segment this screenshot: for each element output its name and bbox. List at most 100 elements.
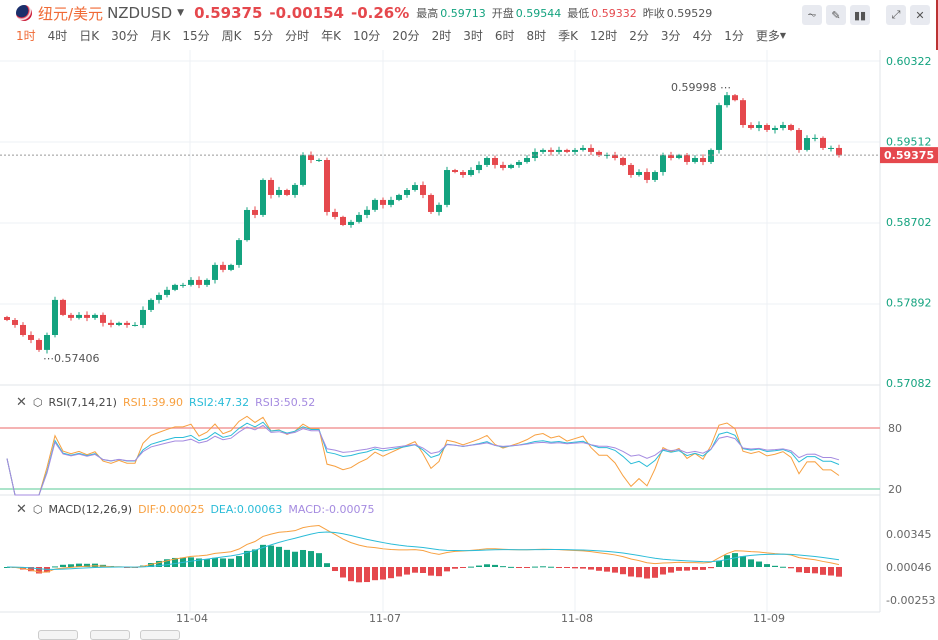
candle-body	[108, 322, 114, 325]
macd-bar	[204, 559, 210, 567]
open-value: 0.59544	[515, 6, 562, 20]
rsi-line	[6, 421, 840, 496]
candle-body	[588, 147, 594, 152]
candle-body	[60, 299, 66, 315]
close-macd-icon[interactable]: ✕	[16, 502, 27, 517]
candle-body	[772, 127, 778, 130]
period-tab[interactable]: 15分	[182, 29, 210, 43]
candle-body	[4, 317, 10, 320]
period-tab[interactable]: 日K	[79, 29, 100, 43]
candle-body	[244, 209, 250, 241]
instrument-symbol[interactable]: NZDUSD	[107, 4, 173, 22]
pen-icon[interactable]: ✎	[826, 5, 846, 25]
macd-bar	[724, 555, 730, 567]
bottom-button[interactable]	[38, 630, 78, 640]
period-tab[interactable]: 1时	[16, 29, 36, 43]
macd-bar	[820, 567, 826, 575]
candle-body	[612, 155, 618, 158]
candle-body	[300, 155, 306, 185]
period-tab[interactable]: 4分	[692, 29, 713, 43]
candle-body	[180, 284, 186, 286]
period-tabs: 1时 4时 日K 30分 月K 15分 周K 5分 分时 年K 10分 20分 2时 3时 6时 8时 季K 12…	[16, 27, 786, 44]
chevron-down-icon[interactable]: ▼	[779, 31, 787, 40]
period-tab[interactable]: 更多	[755, 29, 780, 43]
period-tab[interactable]: 年K	[321, 29, 341, 43]
candle-body	[372, 199, 378, 210]
close-icon[interactable]: ✕	[910, 5, 930, 25]
period-tab[interactable]: 20分	[392, 29, 420, 43]
nz-flag-icon	[16, 5, 32, 21]
period-tab[interactable]: 4时	[47, 29, 68, 43]
candle-body	[780, 125, 786, 128]
macd-bar	[716, 560, 722, 567]
period-tab[interactable]: 1分	[724, 29, 744, 43]
current-price-badge	[880, 147, 938, 164]
candle-body	[460, 172, 466, 175]
period-tab[interactable]: 2时	[431, 29, 452, 43]
macd-bar	[212, 557, 218, 567]
macd-bar	[308, 551, 314, 567]
macd-bar	[732, 553, 738, 567]
x-axis-label: 11-08	[561, 612, 593, 625]
candle-body	[548, 149, 554, 152]
candle-body	[52, 299, 58, 335]
candle-body	[572, 149, 578, 152]
settings-macd-icon[interactable]: ⬡	[32, 503, 43, 516]
close-rsi-icon[interactable]: ✕	[16, 395, 27, 410]
macd-bar	[52, 566, 58, 568]
high-annotation: 0.59998 ⋯	[671, 81, 731, 94]
macd-tick: 0.00046	[886, 561, 932, 574]
bottom-button[interactable]	[140, 630, 180, 640]
macd-bar	[604, 567, 610, 572]
period-tab[interactable]: 8时	[526, 29, 547, 43]
macd-bar	[540, 566, 546, 568]
macd-bar	[772, 565, 778, 567]
period-tab[interactable]: 2分	[629, 29, 649, 43]
period-tab[interactable]: 3时	[463, 29, 483, 43]
macd-bar	[708, 567, 714, 569]
candle-body	[140, 309, 146, 325]
period-tab[interactable]: 3分	[660, 29, 681, 43]
period-tab[interactable]: 6时	[494, 29, 515, 43]
candle-body	[92, 314, 98, 318]
candle-body	[620, 157, 626, 165]
macd-bar	[300, 549, 306, 567]
candle-body	[228, 264, 234, 270]
macd-bar	[84, 563, 90, 567]
candle-body	[156, 294, 162, 300]
bottom-button[interactable]	[90, 630, 130, 640]
quote-header: 纽元/美元 NZDUSD ▼ 0.59375 -0.00154 -0.26% 最…	[0, 0, 938, 26]
period-tab[interactable]: 10分	[353, 29, 381, 43]
expand-icon[interactable]: ⤢	[886, 5, 906, 25]
settings-rsi-icon[interactable]: ⬡	[32, 396, 43, 409]
period-tab[interactable]: 周K	[221, 29, 242, 43]
macd-bar	[236, 556, 242, 567]
candle-body	[412, 185, 418, 190]
candle-body	[748, 125, 754, 128]
period-tab[interactable]: 季K	[558, 29, 578, 43]
period-tab[interactable]: 月K	[150, 29, 171, 43]
price-tick: 0.59512	[886, 136, 932, 149]
chevron-down-icon[interactable]: ▼	[177, 8, 185, 18]
period-tab[interactable]: 5分	[253, 29, 274, 43]
dif-value: DIF:0.00025	[138, 503, 205, 516]
macd-bar	[36, 567, 42, 574]
period-tab[interactable]: 30分	[111, 29, 139, 43]
candle-body	[700, 157, 706, 162]
candle-type-icon[interactable]: ▮▮	[850, 5, 870, 25]
candle-body	[252, 209, 258, 215]
macd-bar	[356, 567, 362, 583]
period-tab[interactable]: 12时	[590, 29, 618, 43]
macd-bar	[436, 567, 442, 577]
macd-bar	[76, 563, 82, 567]
candle-body	[668, 155, 674, 158]
period-tab[interactable]: 分时	[285, 29, 310, 43]
line-tool-icon[interactable]: ⏦	[802, 5, 822, 25]
x-axis-label: 11-09	[753, 612, 785, 625]
macd-bar	[404, 567, 410, 575]
candle-body	[812, 137, 818, 139]
candle-body	[396, 194, 402, 200]
dea-value: DEA:0.00063	[210, 503, 283, 516]
candle-body	[260, 179, 266, 215]
